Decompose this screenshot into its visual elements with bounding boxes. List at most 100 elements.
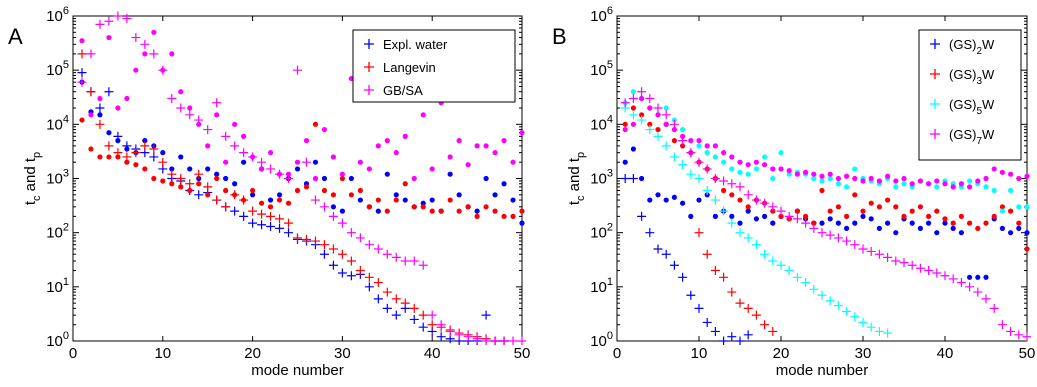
data-point-plus (77, 68, 87, 78)
data-point-plus (702, 186, 712, 196)
data-point-dot (465, 162, 471, 168)
data-point-dot (868, 175, 874, 182)
data-point-dot (975, 225, 981, 231)
data-point-plus (481, 336, 491, 345)
y-tick-label: 100 (46, 330, 69, 350)
data-point-dot (868, 216, 874, 222)
data-point-plus (637, 115, 647, 125)
data-point-dot (178, 154, 184, 160)
data-point-dot (917, 225, 924, 231)
series-4-plus (77, 11, 526, 345)
data-point-plus (989, 303, 999, 313)
data-point-dot (680, 143, 686, 149)
data-point-plus (801, 278, 811, 288)
data-point-dot (819, 187, 825, 194)
data-point-dot (778, 166, 784, 172)
data-point-dot (885, 220, 891, 226)
data-point-dot (958, 230, 965, 236)
data-point-dot (483, 204, 489, 210)
data-point-dot (770, 175, 776, 182)
data-point-dot (402, 133, 408, 139)
data-point-dot (1024, 173, 1030, 179)
data-point-plus (409, 314, 419, 324)
y-tick-label: 103 (46, 168, 69, 188)
data-point-plus (997, 320, 1007, 330)
data-point-plus (809, 223, 819, 233)
data-point-plus (727, 287, 737, 297)
data-point-plus (825, 230, 835, 240)
data-point-plus (293, 65, 302, 75)
data-point-dot (827, 175, 833, 182)
x-tick-label: 10 (691, 345, 708, 362)
data-point-dot (106, 130, 112, 136)
data-point-plus (418, 260, 428, 270)
data-point-dot (630, 89, 637, 95)
data-point-plus (167, 93, 177, 103)
data-point-plus (727, 332, 737, 342)
data-point-dot (124, 159, 130, 165)
series-0-plus (77, 68, 509, 345)
data-point-plus (337, 218, 347, 228)
data-point-dot (429, 208, 435, 214)
data-point-dot (770, 166, 776, 172)
data-point-dot (420, 112, 426, 118)
data-point-dot (339, 171, 345, 177)
series-6-plus (620, 87, 1031, 342)
data-point-dot (124, 95, 130, 102)
data-point-dot (1008, 171, 1014, 177)
data-point-dot (721, 187, 727, 194)
data-point-dot (267, 150, 274, 156)
data-point-dot (999, 169, 1006, 175)
data-point-plus (149, 144, 159, 154)
data-point-plus (710, 195, 720, 205)
data-point-plus (373, 278, 383, 288)
legend-entry: (GS)3W (949, 67, 995, 87)
data-point-dot (339, 175, 345, 182)
data-point-plus (661, 110, 671, 120)
data-point-dot (267, 204, 274, 210)
data-point-dot (169, 181, 175, 187)
data-point-plus (328, 244, 338, 254)
data-point-plus (436, 320, 446, 330)
data-point-dot (187, 105, 193, 111)
data-point-plus (328, 211, 338, 221)
data-point-plus (158, 157, 168, 167)
data-point-dot (447, 197, 453, 203)
x-tick-label: 0 (613, 345, 621, 362)
data-point-dot (142, 51, 148, 57)
data-point-dot (492, 208, 498, 214)
data-point-dot (762, 162, 768, 168)
data-point-dot (187, 187, 193, 194)
data-point-plus (686, 169, 696, 179)
data-point-plus (364, 240, 374, 250)
data-point-dot (762, 154, 768, 160)
data-point-dot (348, 192, 354, 198)
data-point-dot (794, 171, 801, 177)
legend-marker (930, 39, 940, 49)
data-point-plus (382, 303, 392, 313)
data-point-dot (844, 184, 850, 190)
data-point-dot (688, 138, 694, 144)
data-point-dot (999, 225, 1006, 231)
data-point-plus (230, 141, 240, 151)
data-point-plus (185, 110, 195, 120)
data-point-plus (400, 298, 410, 308)
data-point-plus (719, 176, 729, 186)
data-point-plus (686, 148, 696, 158)
data-point-dot (622, 121, 628, 127)
data-point-plus (176, 174, 186, 183)
data-point-plus (257, 157, 267, 167)
data-point-dot (348, 175, 354, 182)
data-point-dot (115, 138, 121, 144)
data-point-plus (694, 228, 704, 238)
data-point-dot (115, 105, 121, 111)
data-point-dot (671, 194, 678, 200)
data-point-plus (95, 119, 105, 129)
data-point-dot (465, 204, 471, 210)
series-4-plus (620, 103, 893, 338)
data-point-dot (205, 192, 211, 198)
data-point-plus (275, 223, 285, 233)
data-point-dot (151, 175, 157, 182)
legend-marker (930, 69, 940, 79)
data-point-dot (729, 213, 735, 219)
